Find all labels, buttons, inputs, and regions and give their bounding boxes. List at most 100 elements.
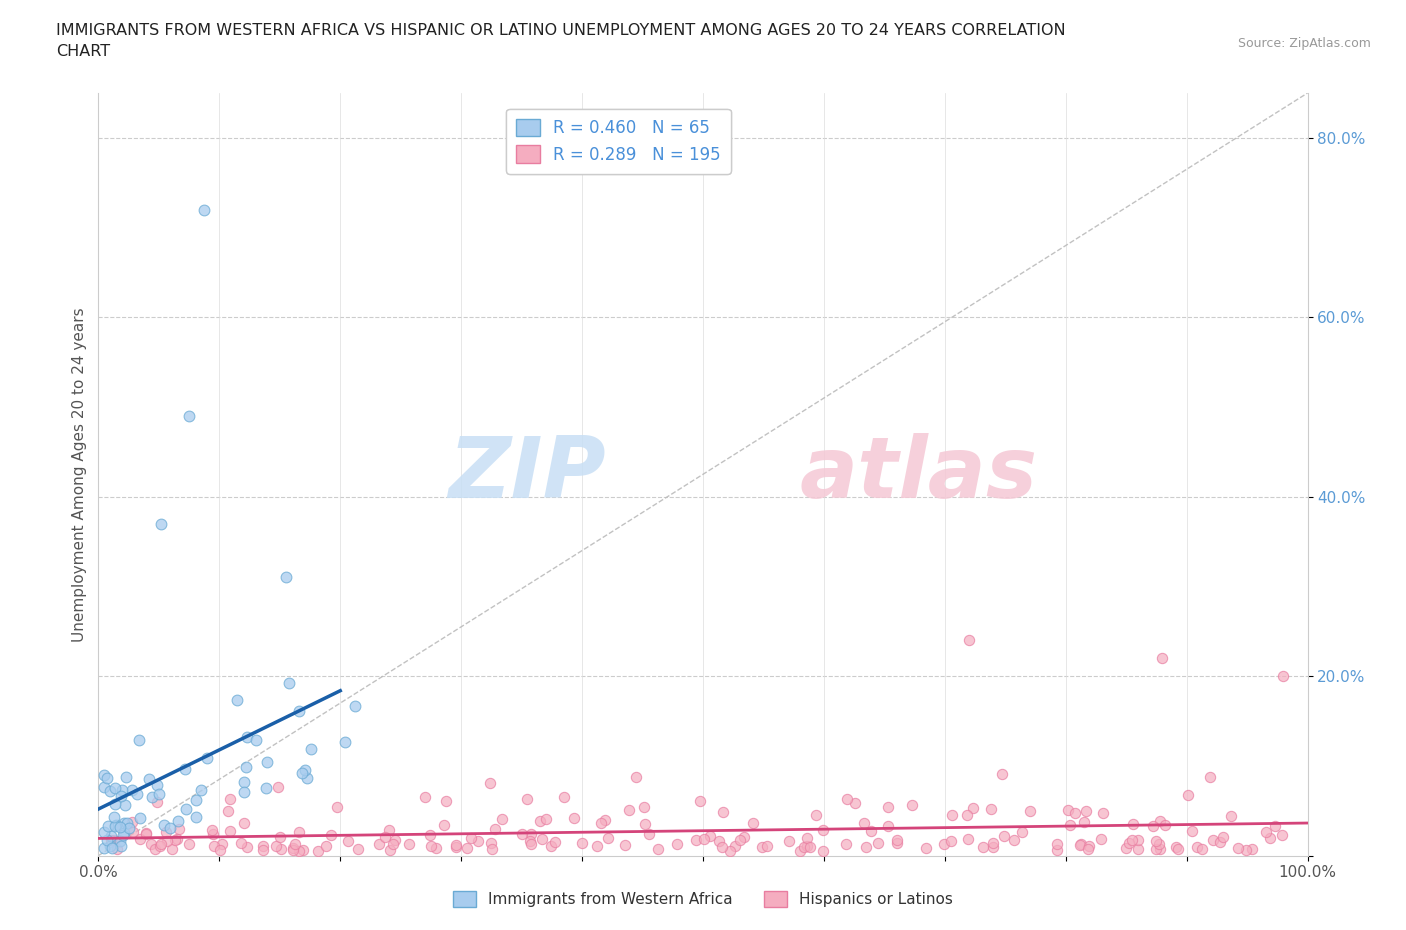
Point (378, 843, 401, 857)
Point (174, 762, 197, 777)
Point (1149, 842, 1171, 857)
Point (529, 814, 551, 829)
Point (1019, 804, 1042, 818)
Point (939, 833, 962, 848)
Point (129, 831, 152, 846)
Point (540, 838, 562, 853)
Point (114, 798, 136, 813)
Point (146, 777, 169, 792)
Point (1070, 837, 1092, 852)
Point (516, 791, 538, 806)
Point (1234, 843, 1257, 857)
Point (1241, 842, 1264, 857)
Point (1002, 832, 1025, 847)
Text: IMMIGRANTS FROM WESTERN AFRICA VS HISPANIC OR LATINO UNEMPLOYMENT AMONG AGES 20 : IMMIGRANTS FROM WESTERN AFRICA VS HISPAN… (56, 23, 1066, 38)
Point (711, 804, 734, 819)
Point (336, 833, 359, 848)
Point (956, 807, 979, 822)
Point (256, 755, 278, 770)
Text: ZIP: ZIP (449, 432, 606, 516)
Point (294, 763, 316, 777)
Point (1118, 836, 1140, 851)
Point (398, 836, 420, 851)
Point (166, 814, 188, 829)
Point (741, 816, 763, 830)
Point (326, 800, 349, 815)
Point (718, 844, 741, 858)
Point (229, 835, 252, 850)
Point (278, 675, 301, 690)
Point (219, 824, 242, 839)
Point (941, 807, 963, 822)
Point (163, 832, 186, 847)
Point (93, 767, 115, 782)
Point (93, 825, 115, 840)
Point (1209, 834, 1232, 849)
Point (481, 842, 503, 857)
Point (121, 824, 143, 839)
Point (796, 839, 818, 854)
Point (143, 842, 166, 857)
Point (886, 833, 908, 848)
Point (269, 830, 291, 845)
Point (1011, 824, 1033, 839)
Point (1181, 823, 1204, 838)
Point (287, 844, 309, 858)
Point (446, 838, 468, 853)
Point (1059, 817, 1081, 832)
Point (218, 791, 240, 806)
Point (804, 807, 827, 822)
Point (195, 751, 218, 765)
Point (288, 704, 311, 719)
Point (434, 793, 457, 808)
Point (534, 812, 557, 827)
Point (868, 836, 890, 851)
Point (530, 831, 553, 846)
Point (121, 782, 143, 797)
Point (148, 787, 170, 802)
Point (110, 820, 132, 835)
Point (685, 832, 707, 847)
Point (1090, 831, 1112, 846)
Point (1078, 839, 1101, 854)
Point (1177, 788, 1199, 803)
Point (1254, 824, 1277, 839)
Point (1147, 837, 1170, 852)
Point (111, 782, 134, 797)
Point (160, 842, 183, 857)
Point (315, 838, 337, 853)
Point (789, 844, 811, 858)
Point (886, 835, 908, 850)
Point (425, 841, 447, 856)
Point (184, 810, 207, 825)
Point (159, 820, 181, 835)
Point (1121, 833, 1143, 848)
Legend: R = 0.460   N = 65, R = 0.289   N = 195: R = 0.460 N = 65, R = 0.289 N = 195 (506, 109, 731, 174)
Point (299, 741, 322, 756)
Text: atlas: atlas (800, 432, 1038, 516)
Point (877, 800, 900, 815)
Point (981, 836, 1004, 851)
Point (93, 841, 115, 856)
Point (235, 730, 257, 745)
Point (544, 835, 567, 850)
Point (1077, 842, 1099, 857)
Point (252, 843, 274, 857)
Point (1219, 808, 1241, 823)
Point (1142, 819, 1164, 834)
Point (103, 833, 125, 848)
Point (793, 840, 815, 855)
Point (1126, 842, 1149, 857)
Point (1152, 651, 1174, 666)
Point (755, 839, 778, 854)
Point (647, 841, 669, 856)
Point (111, 828, 134, 843)
Point (491, 812, 513, 827)
Point (281, 843, 304, 857)
Point (135, 827, 157, 842)
Point (104, 780, 127, 795)
Point (150, 516, 173, 531)
Point (367, 836, 389, 851)
Point (1126, 833, 1149, 848)
Point (586, 839, 609, 854)
